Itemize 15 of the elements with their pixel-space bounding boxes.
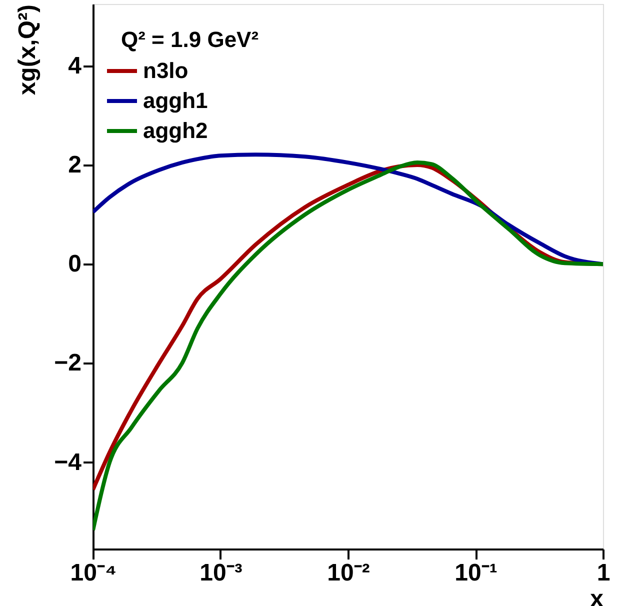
legend-label: n3lo [143,58,188,83]
y-axis-title: xg(x,Q²) [14,4,42,96]
x-tick-label: 10⁻¹ [454,560,498,586]
x-tick-label: 10⁻⁴ [70,560,117,586]
y-tick-label: −2 [54,350,82,377]
legend-label: aggh2 [143,118,208,143]
legend-label: aggh1 [143,88,208,113]
y-tick-label: −4 [54,448,82,476]
x-tick-label: 10⁻² [327,560,370,586]
x-tick-label: 10⁻³ [200,560,242,586]
y-tick-label: 0 [68,250,82,278]
annotation: Q² = 1.9 GeV² [121,27,259,52]
x-tick-label: 1 [596,560,610,586]
y-tick-label: 4 [68,52,82,80]
y-tick-label: 2 [68,152,82,179]
